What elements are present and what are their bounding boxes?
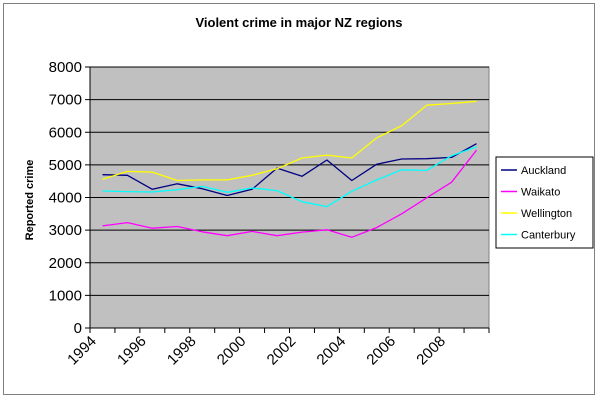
y-tick-label: 7000 [49, 92, 82, 109]
legend: Auckland Waikato Wellington Canterbury [495, 156, 594, 249]
legend-label-auckland: Auckland [521, 165, 566, 177]
y-tick-label: 5000 [49, 157, 82, 174]
y-axis: 0 1000 2000 3000 4000 5000 6000 7000 8000 [49, 59, 91, 337]
y-tick-label: 3000 [49, 222, 82, 239]
y-tick-label: 2000 [49, 255, 82, 272]
legend-box [495, 156, 594, 249]
y-tick-label: 8000 [49, 59, 82, 76]
x-tick-label: 2008 [413, 333, 449, 369]
series-line-waikato [102, 149, 478, 238]
x-tick-label: 2004 [314, 333, 350, 369]
x-tick-label: 1994 [64, 333, 100, 369]
y-tick-label: 6000 [49, 124, 82, 141]
x-tick-label: 1998 [164, 333, 200, 369]
gridlines [90, 66, 489, 329]
y-axis-label: Reported crime [24, 160, 36, 241]
series-line-auckland [102, 143, 477, 197]
legend-label-wellington: Wellington [521, 208, 572, 220]
x-tick-label: 2006 [363, 333, 399, 369]
y-tick-label: 1000 [49, 287, 82, 304]
y-tick-label: 0 [74, 320, 82, 337]
series-line-wellington [102, 100, 477, 182]
x-tick-label: 2000 [214, 333, 250, 369]
series-line-canterbury [102, 146, 477, 208]
series-layer [102, 100, 478, 238]
chart-title: Violent crime in major NZ regions [195, 15, 402, 30]
x-axis: 1994 1996 1998 2000 2002 2004 2006 2008 [64, 327, 490, 369]
x-tick-label: 2002 [264, 333, 300, 369]
x-tick-label: 1996 [114, 333, 150, 369]
y-tick-label: 4000 [49, 190, 82, 207]
legend-label-waikato: Waikato [521, 187, 560, 199]
legend-label-canterbury: Canterbury [521, 230, 576, 242]
